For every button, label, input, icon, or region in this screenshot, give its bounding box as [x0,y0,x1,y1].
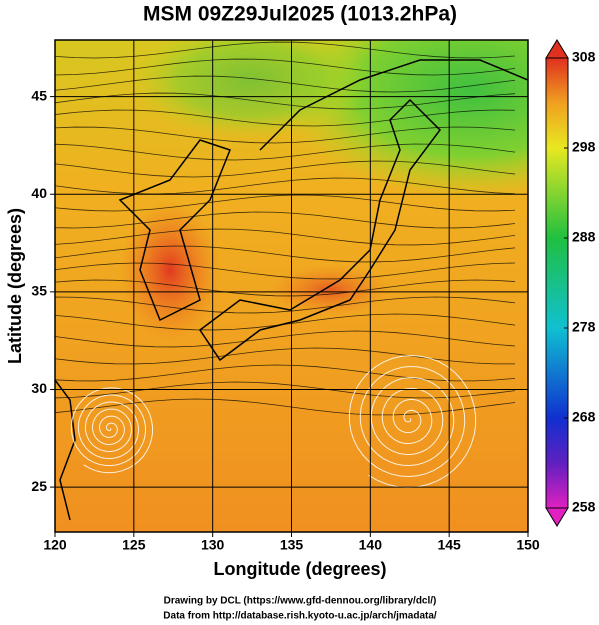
y-tick-label: 35 [31,283,47,299]
streamline [55,109,516,127]
streamline [55,58,516,76]
streamline [55,126,516,144]
credit: Drawing by DCL (https://www.gfd-dennou.o… [164,596,437,607]
x-tick-label: 120 [43,537,67,553]
streamline [55,194,516,212]
temperature-field [55,40,528,532]
streamline [55,177,516,195]
cyclone-streamline [348,354,477,489]
x-tick-label: 145 [437,537,461,553]
coastline [118,139,231,322]
colorbar-ticks: 258 268 278 288 298 308 [564,49,596,515]
streamline [55,143,516,161]
graticule [55,40,528,532]
y-tick-label: 45 [31,87,47,103]
streamline [55,364,516,382]
coastline [259,59,528,151]
cyclone-streamline [70,387,153,474]
streamline [55,92,516,110]
streamline [55,262,516,280]
streamline [55,279,516,297]
colorbar [545,57,569,509]
streamlines [55,41,516,489]
coastline [55,379,76,521]
y-tick-label: 40 [31,185,47,201]
colorbar-under [545,507,569,527]
streamline [55,228,516,246]
streamline [55,381,516,399]
warm-region [120,200,220,340]
x-tick-label: 140 [359,537,383,553]
x-tick-label: 135 [280,537,304,553]
streamline [55,75,516,93]
colorbar-tick-label: 298 [572,139,596,155]
colorbar-tick-label: 308 [572,49,596,65]
title: MSM 09Z29Jul2025 (1013.2hPa) [143,3,457,26]
streamline [55,41,516,59]
colorbar-tick-label: 258 [572,499,596,515]
streamline [55,398,516,416]
y-tick-label: 25 [31,478,47,494]
x-axis-label: Longitude (degrees) [213,559,386,579]
y-tick-label: 30 [31,380,47,396]
colorbar-tick-label: 288 [572,229,596,245]
streamline [55,330,516,348]
x-tick-label: 150 [516,537,540,553]
colorbar-tick-label: 268 [572,409,596,425]
streamline [55,313,516,331]
streamline [55,347,516,365]
y-axis-label: Latitude (degrees) [5,208,25,364]
colorbar-over [545,39,569,59]
coastline [198,98,441,362]
x-tick-label: 125 [122,537,146,553]
colorbar-tick-label: 278 [572,319,596,335]
streamline [55,245,516,263]
cool-region [130,40,370,140]
streamline [55,160,516,178]
x-tick-label: 130 [201,537,225,553]
axes: 120 125 130 135 140 145 150 25 30 35 40 45 [31,87,539,552]
streamline [55,211,516,229]
credit: Data from http://database.rish.kyoto-u.a… [163,611,437,622]
streamline [55,296,516,314]
